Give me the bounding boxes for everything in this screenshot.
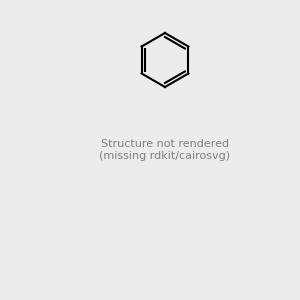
Text: Structure not rendered
(missing rdkit/cairosvg): Structure not rendered (missing rdkit/ca… (99, 139, 231, 161)
